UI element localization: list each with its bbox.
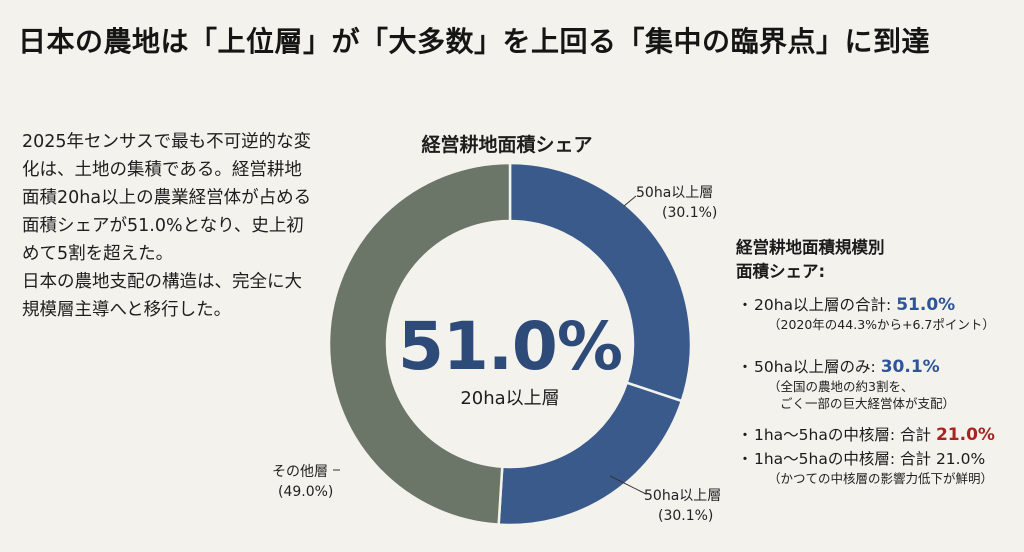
breakdown-item-text: 20ha以上層の合計: (754, 296, 897, 314)
slice-label-top-right: 50ha以上層 (30.1%) (636, 183, 717, 223)
chart-title: 経営耕地面積シェア (421, 134, 593, 156)
breakdown-panel: 経営耕地面積規模別 面積シェア: ・20ha以上層の合計: 51.0% （202… (736, 236, 1016, 486)
breakdown-item-text: 1ha〜5haの中核層: 合計 (754, 426, 936, 444)
breakdown-item-text: 1ha〜5haの中核層: 合計 21.0% (754, 450, 986, 468)
center-label: 20ha以上層 (460, 388, 560, 409)
intro-text: 2025年センサスで最も不可逆的な変化は、土地の集積である。経営耕地面積20ha… (22, 128, 312, 324)
breakdown-title-line-1: 経営耕地面積規模別 (736, 238, 885, 257)
breakdown-item-value: 30.1% (880, 357, 940, 377)
breakdown-item-value: 51.0% (896, 295, 956, 315)
leader-line-2 (609, 475, 647, 495)
leader-line-1 (623, 195, 637, 207)
breakdown-item: ・1ha〜5haの中核層: 合計 21.0% (736, 424, 1016, 446)
slice-label-percent: (49.0%) (278, 484, 334, 500)
breakdown-item-note: （かつての中核層の影響力低下が鮮明） (768, 471, 994, 486)
intro-paragraph-2: 日本の農地支配の構造は、完全に大規模層主導へと移行した。 (22, 272, 302, 320)
bullet: ・ (737, 358, 753, 376)
donut-slice-3 (327, 161, 512, 526)
breakdown-item-value: 21.0% (935, 425, 995, 445)
breakdown-item: ・20ha以上層の合計: 51.0% （2020年の44.3%から+6.7ポイン… (736, 294, 1016, 333)
intro-paragraph-1: 2025年センサスで最も不可逆的な変化は、土地の集積である。経営耕地面積20ha… (22, 132, 312, 264)
breakdown-item-note: （全国の農地の約3割を、 (768, 379, 914, 394)
breakdown-item-note: ごく一部の巨大経営体が支配） (780, 396, 956, 411)
breakdown-item-text: 50ha以上層のみ: (754, 358, 881, 376)
bullet: ・ (737, 426, 753, 444)
slice-label-percent: (30.1%) (658, 508, 714, 524)
slice-label-left: その他層 (49.0%) (272, 462, 333, 502)
slice-label-name: 50ha以上層 (644, 488, 722, 504)
page-title: 日本の農地は「上位層」が「大多数」を上回る「集中の臨界点」に到達 (18, 25, 931, 58)
center-value: 51.0% (398, 308, 623, 385)
slice-label-name: その他層 (272, 464, 328, 480)
donut-slice-1 (508, 161, 693, 403)
slice-label-percent: (30.1%) (662, 205, 718, 221)
bullet: ・ (737, 450, 753, 468)
breakdown-item: ・50ha以上層のみ: 30.1% （全国の農地の約3割を、 ごく一部の巨大経営… (736, 356, 1016, 412)
bullet: ・ (737, 296, 753, 314)
slice-label-name: 50ha以上層 (636, 185, 714, 201)
breakdown-title-line-2: 面積シェア: (736, 262, 826, 281)
slice-label-bottom-right: 50ha以上層 (30.1%) (644, 486, 721, 526)
breakdown-item: ・1ha〜5haの中核層: 合計 21.0% （かつての中核層の影響力低下が鮮明… (736, 448, 1016, 487)
breakdown-item-note: （2020年の44.3%から+6.7ポイント） (768, 317, 995, 332)
